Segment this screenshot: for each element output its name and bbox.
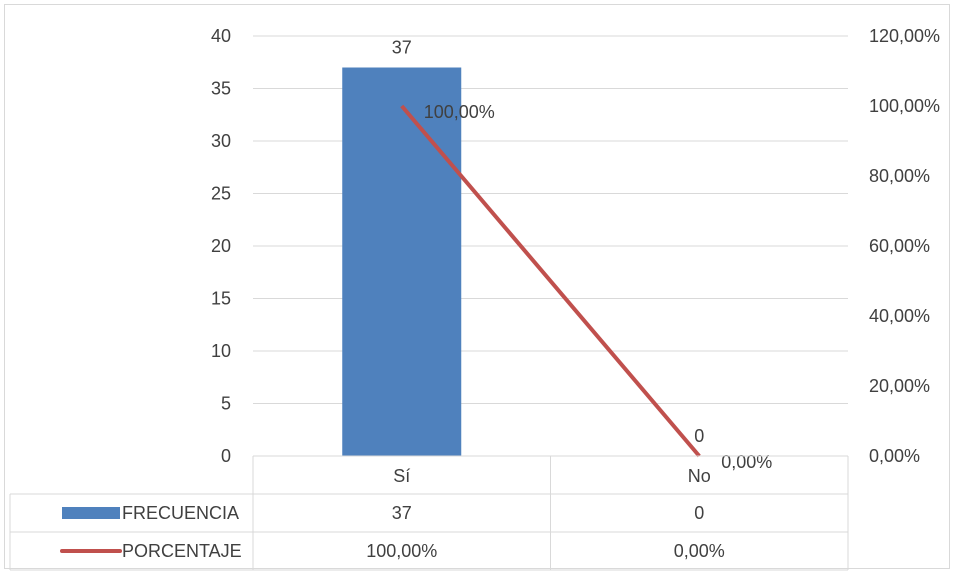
table-cell-value: 0 (694, 503, 704, 523)
y-left-tick-label: 0 (221, 446, 231, 466)
chart-frame (4, 4, 950, 569)
y-right-tick-label: 80,00% (869, 166, 930, 186)
series-line (400, 104, 701, 458)
y-left-tick-label: 35 (211, 79, 231, 99)
y-left-tick-label: 25 (211, 184, 231, 204)
table-cell-value: 100,00% (366, 541, 437, 561)
y-right-tick-label: 20,00% (869, 376, 930, 396)
line-data-label: 0,00% (721, 452, 772, 472)
category-label: Sí (393, 466, 410, 486)
y-right-tick-label: 0,00% (869, 446, 920, 466)
bar (342, 67, 462, 456)
y-left-tick-label: 30 (211, 131, 231, 151)
y-left-tick-label: 15 (211, 289, 231, 309)
y-left-tick-label: 20 (211, 236, 231, 256)
y-right-tick-label: 100,00% (869, 96, 940, 116)
line-data-label: 100,00% (424, 102, 495, 122)
y-left-tick-label: 10 (211, 341, 231, 361)
y-right-tick-label: 120,00% (869, 26, 940, 46)
y-left-tick-label: 5 (221, 394, 231, 414)
bar-data-label: 37 (392, 38, 412, 58)
y-right-tick-label: 40,00% (869, 306, 930, 326)
legend-key-bar (62, 507, 120, 519)
y-left-tick-label: 40 (211, 26, 231, 46)
legend-series-name: FRECUENCIA (122, 503, 239, 523)
category-label: No (688, 466, 711, 486)
bar-data-label: 0 (694, 426, 704, 446)
legend-series-name: PORCENTAJE (122, 541, 242, 561)
y-right-tick-label: 60,00% (869, 236, 930, 256)
table-cell-value: 0,00% (674, 541, 725, 561)
table-cell-value: 37 (392, 503, 412, 523)
